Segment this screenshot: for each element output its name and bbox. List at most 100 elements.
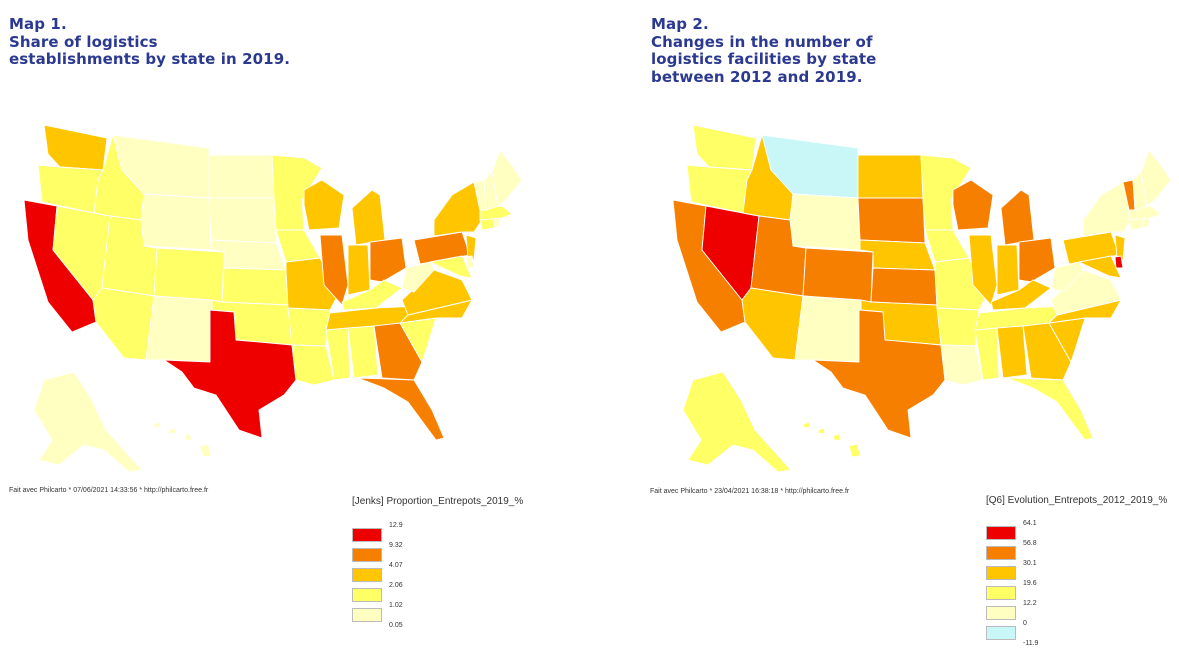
state-il	[319, 234, 349, 306]
state-shapes	[672, 124, 1172, 473]
state-nm	[794, 295, 862, 363]
state-wi	[952, 179, 994, 231]
state-sd	[208, 197, 277, 244]
state-me	[1140, 149, 1172, 207]
state-de	[465, 255, 475, 269]
state-in	[347, 244, 371, 296]
state-mi	[1000, 189, 1035, 246]
state-co	[802, 247, 874, 303]
state-de	[1114, 255, 1124, 269]
map-title-line: logistics facilities by state	[651, 50, 877, 68]
state-al	[996, 325, 1028, 379]
state-ak	[33, 371, 143, 473]
state-ny	[1082, 181, 1132, 237]
state-ms	[974, 327, 1000, 381]
map-title-line: between 2012 and 2019.	[651, 67, 863, 86]
state-ks	[870, 267, 938, 306]
state-la	[940, 344, 984, 386]
legend-swatch	[986, 626, 1016, 640]
state-wi	[303, 179, 345, 231]
legend-swatch	[352, 528, 382, 542]
legend-break-label: 19.6	[1023, 580, 1037, 587]
state-mi	[351, 189, 386, 246]
state-ar	[936, 307, 980, 347]
state-al	[347, 325, 379, 379]
state-la	[291, 344, 335, 386]
us-choropleth-map	[23, 124, 523, 473]
state-ms	[325, 327, 351, 381]
state-ks	[221, 267, 289, 306]
legend-break-label: 0.05	[389, 622, 403, 629]
state-ia	[924, 229, 970, 263]
map-title-line: Map 2.	[651, 15, 709, 33]
state-ri	[1142, 217, 1150, 229]
legend-break-label: 12.2	[1023, 600, 1037, 607]
state-fl	[1006, 377, 1094, 441]
state-sd	[857, 197, 926, 244]
legend-title: [Q6] Evolution_Entrepots_2012_2019_%	[986, 495, 1168, 506]
legend-break-label: 56.8	[1023, 540, 1037, 547]
state-nm	[145, 295, 213, 363]
legend-break-label: 1.02	[389, 602, 403, 609]
state-ri	[493, 217, 501, 229]
map-title: Map 2. Changes in the number of logistic…	[651, 15, 877, 86]
legend-swatch	[986, 526, 1016, 540]
legend-swatch	[352, 608, 382, 622]
legend-break-label: 4.07	[389, 562, 403, 569]
legend-swatch	[352, 568, 382, 582]
legend-break-label: 12.9	[389, 522, 403, 529]
state-co	[153, 247, 225, 303]
state-nj	[1114, 234, 1126, 261]
state-tx	[163, 309, 297, 439]
state-ar	[287, 307, 331, 347]
legend-break-label: 9.32	[389, 542, 403, 549]
state-wv	[1050, 261, 1084, 293]
state-wy	[140, 193, 212, 251]
state-oh	[1018, 237, 1056, 283]
state-me	[491, 149, 523, 207]
legend-swatch	[352, 588, 382, 602]
legend-swatch	[352, 548, 382, 562]
legend-break-label: 64.1	[1023, 520, 1037, 527]
legend-swatch	[986, 586, 1016, 600]
state-il	[968, 234, 998, 306]
legend-title: [Jenks] Proportion_Entrepots_2019_%	[352, 496, 524, 507]
state-nj	[465, 234, 477, 261]
legend-break-label: -11.9	[1023, 640, 1039, 647]
state-wa	[43, 124, 108, 171]
map-title-line: Map 1.	[9, 15, 67, 33]
legend-swatch	[986, 546, 1016, 560]
us-choropleth-map	[672, 124, 1172, 473]
state-az	[92, 287, 155, 361]
legend-swatch	[986, 566, 1016, 580]
legend-swatch	[986, 606, 1016, 620]
state-az	[741, 287, 804, 361]
map-title-line: Changes in the number of	[651, 32, 873, 51]
map-credit: Fait avec Philcarto * 23/04/2021 16:38:1…	[650, 488, 850, 495]
state-ga	[373, 322, 423, 381]
legend-break-label: 30.1	[1023, 560, 1037, 567]
state-hi	[153, 421, 213, 458]
state-md	[1078, 255, 1122, 279]
state-mn	[271, 154, 323, 231]
map-panel-2: Map 2. Changes in the number of logistic…	[589, 0, 1178, 655]
state-nd	[208, 154, 275, 199]
state-wa	[692, 124, 757, 171]
state-hi	[802, 421, 862, 458]
state-md	[429, 255, 473, 279]
state-ia	[275, 229, 321, 263]
state-tx	[812, 309, 946, 439]
state-shapes	[23, 124, 523, 473]
state-ga	[1022, 322, 1072, 381]
state-oh	[369, 237, 407, 283]
map-credit: Fait avec Philcarto * 07/06/2021 14:33:5…	[9, 487, 209, 494]
state-fl	[357, 377, 445, 441]
state-wv	[401, 261, 435, 293]
legend-break-label: 0	[1023, 620, 1027, 627]
state-mn	[920, 154, 972, 231]
map-title: Map 1. Share of logistics establishments…	[9, 15, 290, 69]
state-ak	[682, 371, 792, 473]
map-panel-1: Map 1. Share of logistics establishments…	[0, 0, 589, 655]
map-title-line: Share of logistics	[9, 32, 158, 51]
state-ny	[433, 181, 483, 237]
